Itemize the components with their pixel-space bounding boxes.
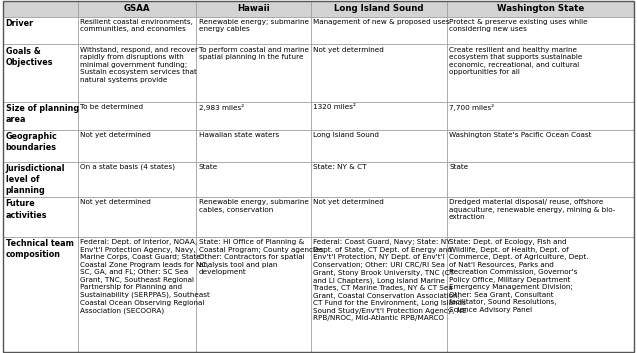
Bar	[447, 17, 634, 44]
Bar	[3, 130, 78, 162]
Bar	[447, 130, 634, 162]
Bar	[78, 197, 196, 237]
Bar	[196, 102, 311, 130]
Text: 2,983 miles²: 2,983 miles²	[199, 104, 244, 111]
Bar	[196, 237, 311, 352]
Text: Not yet determined: Not yet determined	[80, 132, 151, 138]
Bar	[447, 197, 634, 237]
Bar	[3, 162, 78, 197]
Text: GSAA: GSAA	[124, 4, 150, 13]
Text: Management of new & proposed uses: Management of new & proposed uses	[313, 19, 450, 25]
Text: Renewable energy, submarine
cables, conservation: Renewable energy, submarine cables, cons…	[199, 199, 308, 213]
Bar	[3, 1, 78, 17]
Bar	[78, 102, 196, 130]
Text: To be determined: To be determined	[80, 104, 143, 110]
Text: State: State	[449, 164, 468, 170]
Bar	[3, 17, 78, 44]
Text: Not yet determined: Not yet determined	[80, 199, 151, 205]
Bar	[3, 44, 78, 102]
Bar	[311, 237, 447, 352]
Bar	[78, 237, 196, 352]
Bar	[78, 1, 196, 17]
Text: Jurisdictional
level of
planning: Jurisdictional level of planning	[6, 164, 65, 195]
Text: Create resilient and healthy marine
ecosystem that supports sustainable
economic: Create resilient and healthy marine ecos…	[449, 47, 582, 75]
Text: To perform coastal and marine
spatial planning in the future: To perform coastal and marine spatial pl…	[199, 47, 309, 60]
Text: Size of planning
area: Size of planning area	[6, 104, 79, 124]
Bar	[78, 17, 196, 44]
Text: Federal: Dept. of Interior, NOAA,
Env't'l Protection Agency, Navy,
Marine Corps,: Federal: Dept. of Interior, NOAA, Env't'…	[80, 239, 210, 314]
Bar	[78, 130, 196, 162]
Text: State: State	[199, 164, 218, 170]
Bar	[311, 130, 447, 162]
Bar	[196, 1, 311, 17]
Text: State: HI Office of Planning &
Coastal Program; County agencies;
Other: Contract: State: HI Office of Planning & Coastal P…	[199, 239, 326, 275]
Bar	[447, 102, 634, 130]
Bar	[3, 197, 78, 237]
Bar	[447, 44, 634, 102]
Bar	[196, 197, 311, 237]
Bar	[311, 1, 447, 17]
Text: Washington State's Pacific Ocean Coast: Washington State's Pacific Ocean Coast	[449, 132, 592, 138]
Text: Driver: Driver	[6, 19, 34, 28]
Bar	[447, 237, 634, 352]
Bar	[311, 197, 447, 237]
Bar	[447, 162, 634, 197]
Bar	[196, 162, 311, 197]
Bar	[311, 102, 447, 130]
Text: Long Island Sound: Long Island Sound	[334, 4, 424, 13]
Text: Not yet determined: Not yet determined	[313, 199, 384, 205]
Bar	[78, 162, 196, 197]
Text: State: NY & CT: State: NY & CT	[313, 164, 367, 170]
Text: 1320 miles²: 1320 miles²	[313, 104, 356, 110]
Text: On a state basis (4 states): On a state basis (4 states)	[80, 164, 175, 170]
Text: Long Island Sound: Long Island Sound	[313, 132, 380, 138]
Text: Federal: Coast Guard, Navy; State: NY
Dept. of State, CT Dept. of Energy and
Env: Federal: Coast Guard, Navy; State: NY De…	[313, 239, 467, 321]
Text: Renewable energy; submarine
energy cables: Renewable energy; submarine energy cable…	[199, 19, 309, 32]
Bar	[311, 44, 447, 102]
Bar	[196, 17, 311, 44]
Text: Geographic
boundaries: Geographic boundaries	[6, 132, 57, 152]
Bar	[3, 237, 78, 352]
Bar	[196, 130, 311, 162]
Text: Technical team
composition: Technical team composition	[6, 239, 74, 259]
Text: Protect & preserve existing uses while
considering new uses: Protect & preserve existing uses while c…	[449, 19, 588, 32]
Text: State: Dept. of Ecology, Fish and
Wildlife, Dept. of Health, Dept. of
Commerce, : State: Dept. of Ecology, Fish and Wildli…	[449, 239, 589, 313]
Text: Hawaiian state waters: Hawaiian state waters	[199, 132, 279, 138]
Bar	[196, 44, 311, 102]
Bar	[78, 44, 196, 102]
Bar	[447, 1, 634, 17]
Text: Withstand, respond, and recover
rapidly from disruptions with
minimal government: Withstand, respond, and recover rapidly …	[80, 47, 198, 83]
Text: Dredged material disposal/ reuse, offshore
aquaculture, renewable energy, mining: Dredged material disposal/ reuse, offsho…	[449, 199, 615, 221]
Bar	[311, 17, 447, 44]
Text: Goals &
Objectives: Goals & Objectives	[6, 47, 54, 67]
Bar	[311, 162, 447, 197]
Text: Resilient coastal environments,
communities, and economies: Resilient coastal environments, communit…	[80, 19, 193, 32]
Text: Hawaii: Hawaii	[237, 4, 270, 13]
Text: 7,700 miles²: 7,700 miles²	[449, 104, 494, 111]
Text: Not yet determined: Not yet determined	[313, 47, 384, 53]
Text: Washington State: Washington State	[496, 4, 583, 13]
Bar	[3, 102, 78, 130]
Text: Future
activities: Future activities	[6, 199, 47, 220]
